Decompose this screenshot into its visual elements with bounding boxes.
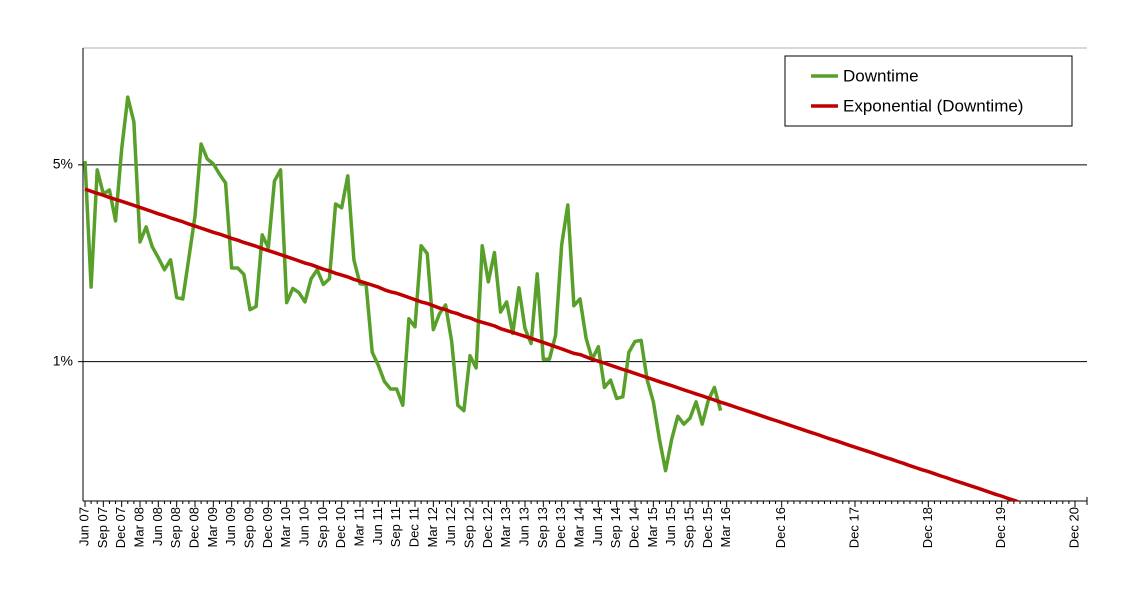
series-line [84, 187, 1021, 501]
x-tick-label: Jun 14 [590, 507, 605, 546]
x-tick-label: Dec 17 [846, 507, 861, 548]
x-tick-label: Sep 13 [535, 507, 550, 548]
legend-label: Exponential (Downtime) [843, 96, 1023, 115]
x-tick-label: Sep 11 [388, 507, 403, 547]
x-tick-label: Dec 10 [333, 507, 348, 548]
x-tick-label: Jun 10 [296, 507, 311, 546]
x-tick-label: Mar 16 [718, 507, 733, 547]
x-tick-label: Jun 09 [223, 507, 238, 546]
x-tick-label: Mar 09 [205, 507, 220, 547]
x-tick-label: Mar 10 [278, 507, 293, 547]
x-tick-label: Mar 15 [645, 507, 660, 547]
x-tick-label: Dec 15 [700, 507, 715, 548]
x-tick-label: Mar 13 [498, 507, 513, 547]
x-tick-label: Sep 14 [608, 507, 623, 548]
x-tick-label: Dec 07 [113, 507, 128, 548]
x-tick-label: Dec 18 [920, 507, 935, 548]
x-tick-label: Dec 09 [260, 507, 275, 548]
x-tick-label: Dec 11 [406, 507, 421, 547]
x-tick-label: Dec 08 [186, 507, 201, 548]
x-tick-label: Sep 12 [461, 507, 476, 548]
x-tick-label: Dec 16 [773, 507, 788, 548]
x-tick-label: Sep 08 [168, 507, 183, 548]
x-tick-label: Jun 15 [663, 507, 678, 546]
y-tick-label: 1% [53, 352, 73, 368]
y-tick-label: 5% [53, 156, 73, 172]
x-tick-label: Mar 14 [571, 507, 586, 547]
x-tick-label: Jun 13 [516, 507, 531, 546]
series-line [83, 95, 723, 473]
x-tick-label: Jun 07 [76, 507, 91, 546]
x-tick-label: Jun 12 [443, 507, 458, 546]
legend-label: Downtime [843, 66, 919, 85]
x-tick-label: Dec 19 [993, 507, 1008, 548]
x-tick-label: Sep 15 [681, 507, 696, 548]
x-tick-label: Jun 08 [150, 507, 165, 546]
x-tick-label: Jun 11 [370, 507, 385, 545]
x-tick-label: Sep 10 [315, 507, 330, 548]
legend-box [784, 55, 1073, 127]
x-tick-label: Dec 14 [626, 507, 641, 548]
x-tick-label: Mar 08 [131, 507, 146, 547]
x-tick-label: Sep 09 [241, 507, 256, 548]
x-tick-label: Sep 07 [95, 507, 110, 548]
x-tick-label: Mar 11 [351, 507, 366, 547]
x-tick-label: Mar 12 [425, 507, 440, 547]
x-tick-label: Dec 13 [553, 507, 568, 548]
x-tick-label: Dec 20 [1066, 507, 1081, 548]
x-tick-label: Dec 12 [480, 507, 495, 548]
plot-area [83, 95, 1021, 501]
